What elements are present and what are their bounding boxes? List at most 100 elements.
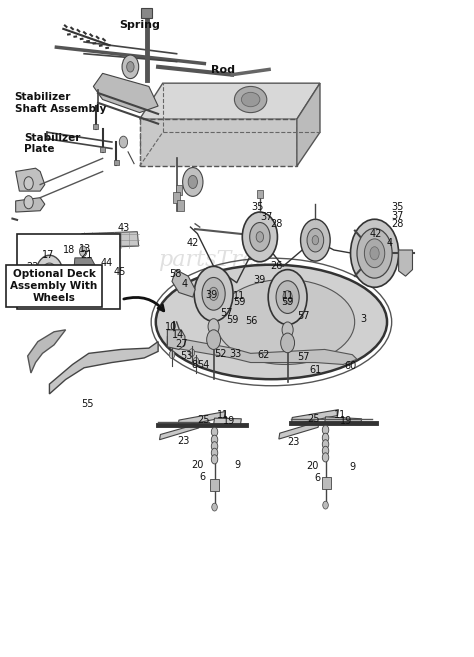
- Polygon shape: [82, 232, 139, 248]
- Polygon shape: [297, 83, 320, 166]
- Circle shape: [202, 277, 225, 310]
- Text: 57: 57: [298, 311, 310, 321]
- Polygon shape: [279, 421, 319, 439]
- Circle shape: [250, 223, 270, 251]
- Text: 20: 20: [191, 461, 204, 470]
- Text: Spring: Spring: [119, 20, 160, 30]
- Text: 4: 4: [182, 279, 188, 289]
- Circle shape: [208, 319, 219, 334]
- Text: 18: 18: [63, 245, 75, 255]
- Text: 6: 6: [199, 472, 205, 482]
- Text: 11: 11: [233, 291, 245, 301]
- Text: Stabilizer
Plate: Stabilizer Plate: [24, 133, 81, 154]
- Circle shape: [193, 357, 199, 365]
- Text: 35: 35: [251, 202, 264, 212]
- Text: 45: 45: [114, 267, 127, 277]
- Text: 4: 4: [386, 238, 392, 248]
- Circle shape: [127, 62, 134, 72]
- Circle shape: [322, 425, 329, 434]
- Circle shape: [365, 239, 385, 267]
- Text: 6: 6: [315, 472, 321, 483]
- Text: 17: 17: [42, 250, 54, 260]
- Text: 19: 19: [340, 417, 352, 426]
- Circle shape: [350, 219, 399, 287]
- Text: 28: 28: [391, 219, 403, 229]
- Circle shape: [209, 287, 218, 300]
- Ellipse shape: [241, 93, 260, 106]
- Circle shape: [189, 349, 195, 357]
- Circle shape: [211, 427, 218, 436]
- Ellipse shape: [235, 87, 267, 112]
- Circle shape: [188, 175, 198, 189]
- Text: 53: 53: [181, 351, 193, 361]
- Circle shape: [24, 196, 33, 209]
- Text: 59: 59: [226, 315, 238, 325]
- Text: 23: 23: [287, 438, 300, 447]
- Polygon shape: [93, 74, 158, 112]
- Text: 33: 33: [229, 349, 241, 359]
- Text: 52: 52: [214, 349, 227, 359]
- Ellipse shape: [216, 279, 355, 365]
- Text: 57: 57: [220, 308, 232, 319]
- Text: 8: 8: [191, 360, 197, 370]
- Circle shape: [322, 446, 329, 455]
- Text: 3: 3: [361, 314, 367, 325]
- Circle shape: [207, 330, 220, 350]
- Circle shape: [36, 255, 64, 294]
- Polygon shape: [172, 269, 195, 297]
- Polygon shape: [325, 417, 362, 424]
- Circle shape: [109, 260, 115, 269]
- Bar: [93, 124, 99, 129]
- Circle shape: [41, 263, 58, 286]
- Text: 59: 59: [233, 298, 245, 307]
- Bar: [100, 147, 105, 152]
- Text: 22: 22: [26, 262, 38, 272]
- Text: 43: 43: [117, 223, 129, 233]
- Text: 11: 11: [217, 410, 229, 420]
- Circle shape: [211, 435, 218, 444]
- Polygon shape: [140, 83, 320, 119]
- Polygon shape: [292, 409, 338, 424]
- Text: 13: 13: [79, 244, 91, 254]
- Text: 20: 20: [306, 461, 319, 471]
- Text: 59: 59: [282, 298, 294, 307]
- Text: 39: 39: [253, 275, 265, 285]
- Text: 10: 10: [165, 321, 177, 332]
- Circle shape: [323, 501, 328, 509]
- Text: 57: 57: [298, 352, 310, 362]
- Text: partsTree: partsTree: [158, 249, 269, 271]
- Circle shape: [211, 448, 218, 457]
- Text: 27: 27: [175, 339, 188, 350]
- Text: 35: 35: [391, 202, 403, 212]
- Text: 11: 11: [282, 291, 294, 301]
- Text: 42: 42: [187, 238, 199, 248]
- Circle shape: [169, 351, 175, 359]
- Text: 9: 9: [235, 461, 241, 470]
- Text: 37: 37: [261, 212, 273, 221]
- Polygon shape: [167, 336, 357, 365]
- Circle shape: [256, 232, 264, 242]
- Text: 25: 25: [197, 415, 210, 425]
- Circle shape: [282, 322, 293, 338]
- Circle shape: [357, 229, 392, 278]
- Bar: [176, 185, 182, 195]
- Polygon shape: [74, 258, 100, 284]
- Text: 11: 11: [334, 410, 346, 420]
- Circle shape: [46, 270, 53, 279]
- Polygon shape: [16, 198, 45, 212]
- Circle shape: [194, 266, 233, 321]
- Text: 44: 44: [100, 258, 112, 268]
- Circle shape: [283, 290, 292, 304]
- Text: 19: 19: [223, 417, 236, 426]
- Polygon shape: [16, 168, 45, 191]
- Circle shape: [370, 247, 379, 260]
- Bar: [173, 193, 180, 203]
- Circle shape: [276, 281, 299, 313]
- Polygon shape: [214, 418, 241, 424]
- Text: Rod: Rod: [211, 65, 235, 75]
- Text: Stabilizer
Shaft Assembly: Stabilizer Shaft Assembly: [15, 92, 106, 114]
- Text: Optional Deck
Assembly With
Wheels: Optional Deck Assembly With Wheels: [10, 269, 98, 303]
- Polygon shape: [178, 411, 225, 426]
- Text: 56: 56: [246, 315, 258, 326]
- Polygon shape: [49, 342, 158, 394]
